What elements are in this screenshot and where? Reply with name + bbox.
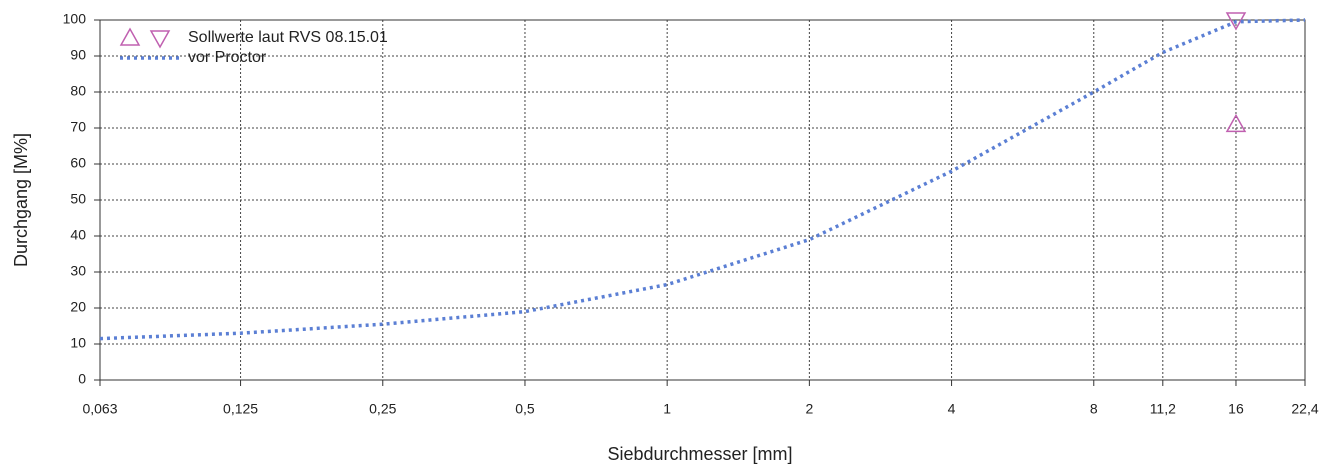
plot-border — [99, 19, 1306, 381]
curve-line — [99, 18, 1306, 341]
legend-label: vor Proctor — [188, 49, 267, 66]
x-tick-label: 11,2 — [1150, 401, 1176, 417]
x-tick-label: 0,5 — [515, 401, 535, 417]
y-tick-label: 90 — [70, 47, 86, 63]
x-tick-label: 22,4 — [1291, 401, 1318, 417]
x-tick-label: 0,063 — [82, 401, 117, 417]
y-tick-label: 60 — [70, 155, 86, 171]
x-tick-label: 4 — [948, 401, 956, 417]
y-tick-label: 20 — [70, 299, 86, 315]
target-marker — [1225, 12, 1247, 31]
y-tick-label: 30 — [70, 263, 86, 279]
x-tick-label: 2 — [805, 401, 813, 417]
legend-symbol — [149, 30, 171, 49]
y-tick-label: 100 — [63, 11, 87, 27]
target-marker — [1225, 113, 1247, 133]
x-tick-label: 0,25 — [369, 401, 396, 417]
x-tick-label: 16 — [1228, 401, 1244, 417]
y-axis-label: Durchgang [M%] — [11, 133, 31, 267]
y-tick-label: 80 — [70, 83, 86, 99]
y-tick-label: 70 — [70, 119, 86, 135]
x-tick-label: 0,125 — [223, 401, 258, 417]
legend-symbol — [119, 27, 141, 46]
y-tick-label: 0 — [78, 371, 86, 387]
x-tick-label: 8 — [1090, 401, 1098, 417]
x-axis-label: Siebdurchmesser [mm] — [607, 444, 792, 464]
y-tick-label: 10 — [70, 335, 86, 351]
y-tick-label: 40 — [70, 227, 86, 243]
legend-label: Sollwerte laut RVS 08.15.01 — [188, 29, 388, 46]
y-tick-label: 50 — [70, 191, 86, 207]
x-tick-label: 1 — [663, 401, 671, 417]
